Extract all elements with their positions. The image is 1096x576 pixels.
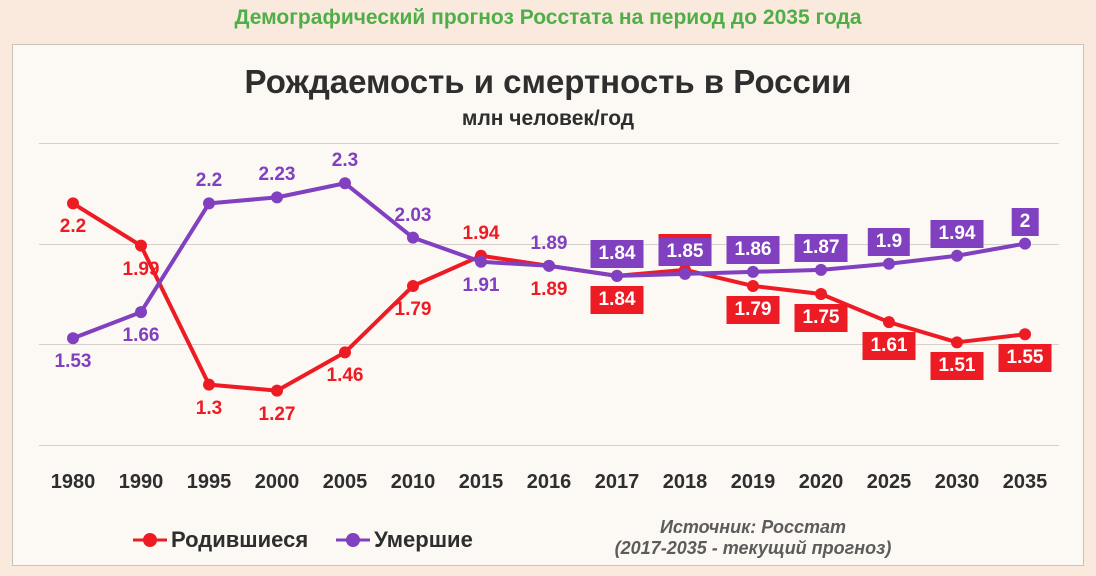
xaxis-label: 2035 <box>1003 471 1048 494</box>
series-marker-births <box>407 280 419 292</box>
data-label-births: 2.2 <box>56 215 90 239</box>
legend-label-deaths: Умершие <box>374 527 473 553</box>
chart-panel: Рождаемость и смертность в России млн че… <box>12 44 1084 566</box>
data-label-births: 1.89 <box>527 278 572 302</box>
data-label-deaths: 1.9 <box>868 228 910 256</box>
data-label-deaths: 2.23 <box>255 163 300 187</box>
data-label-births: 1.55 <box>999 344 1052 372</box>
xaxis-label: 2015 <box>459 471 504 494</box>
legend: Родившиеся Умершие <box>133 527 473 553</box>
xaxis-label: 2005 <box>323 471 368 494</box>
page-root: Демографический прогноз Росстата на пери… <box>0 0 1096 576</box>
legend-swatch-deaths <box>336 532 370 548</box>
data-label-deaths: 1.94 <box>931 220 984 248</box>
legend-swatch-births <box>133 532 167 548</box>
series-marker-births <box>1019 328 1031 340</box>
footnote-line2: (2017-2035 - текущий прогноз) <box>533 538 973 559</box>
plot-area: 2.2 1.99 1.3 1.27 1.46 1.79 1.94 1.89 1.84 1.87 1.… <box>39 143 1059 445</box>
data-label-deaths: 2 <box>1012 208 1039 236</box>
series-marker-deaths <box>203 197 215 209</box>
data-label-deaths: 1.53 <box>51 350 96 374</box>
xaxis-label: 1995 <box>187 471 232 494</box>
data-label-births: 1.75 <box>795 304 848 332</box>
series-marker-deaths <box>543 260 555 272</box>
gridline <box>39 445 1059 446</box>
data-label-births: 1.99 <box>119 258 164 282</box>
data-label-deaths: 2.3 <box>328 149 362 173</box>
series-marker-births <box>951 336 963 348</box>
xaxis-label: 2000 <box>255 471 300 494</box>
data-label-births: 1.84 <box>591 286 644 314</box>
data-label-deaths: 1.86 <box>727 236 780 264</box>
xaxis-label: 2017 <box>595 471 640 494</box>
data-label-deaths: 1.85 <box>659 238 712 266</box>
series-marker-deaths <box>611 270 623 282</box>
data-label-births: 1.79 <box>727 296 780 324</box>
series-marker-births <box>747 280 759 292</box>
series-marker-births <box>203 379 215 391</box>
data-label-births: 1.51 <box>931 352 984 380</box>
series-marker-deaths <box>475 256 487 268</box>
series-marker-births <box>67 197 79 209</box>
series-marker-deaths <box>1019 238 1031 250</box>
series-marker-deaths <box>407 232 419 244</box>
xaxis-label: 2016 <box>527 471 572 494</box>
series-marker-births <box>815 288 827 300</box>
chart-title: Рождаемость и смертность в России <box>13 63 1083 101</box>
series-marker-deaths <box>339 177 351 189</box>
series-marker-deaths <box>679 268 691 280</box>
xaxis-label: 2025 <box>867 471 912 494</box>
chart-subtitle: млн человек/год <box>13 107 1083 131</box>
data-label-births: 1.94 <box>459 222 504 246</box>
xaxis-label: 2010 <box>391 471 436 494</box>
data-label-deaths: 1.91 <box>459 274 504 298</box>
data-label-deaths: 1.84 <box>591 240 644 268</box>
data-label-births: 1.61 <box>863 332 916 360</box>
series-marker-deaths <box>67 332 79 344</box>
series-marker-births <box>339 346 351 358</box>
xaxis-label: 2020 <box>799 471 844 494</box>
xaxis-label: 2030 <box>935 471 980 494</box>
series-marker-deaths <box>883 258 895 270</box>
footnote-line1: Источник: Росстат <box>533 517 973 538</box>
data-label-births: 1.27 <box>255 403 300 427</box>
series-marker-deaths <box>951 250 963 262</box>
data-label-deaths: 1.89 <box>527 232 572 256</box>
legend-item-births: Родившиеся <box>133 527 308 553</box>
series-marker-deaths <box>271 191 283 203</box>
xaxis-label: 2019 <box>731 471 776 494</box>
data-label-births: 1.79 <box>391 298 436 322</box>
series-marker-births <box>271 385 283 397</box>
chart-footnote: Источник: Росстат (2017-2035 - текущий п… <box>533 517 973 559</box>
series-marker-deaths <box>747 266 759 278</box>
data-label-births: 1.46 <box>323 364 368 388</box>
xaxis-label: 1990 <box>119 471 164 494</box>
data-label-deaths: 1.87 <box>795 234 848 262</box>
data-label-births: 1.3 <box>192 397 226 421</box>
series-marker-deaths <box>815 264 827 276</box>
series-marker-births <box>883 316 895 328</box>
legend-label-births: Родившиеся <box>171 527 308 553</box>
xaxis-label: 2018 <box>663 471 708 494</box>
data-label-deaths: 2.03 <box>391 204 436 228</box>
xaxis-label: 1980 <box>51 471 96 494</box>
series-marker-deaths <box>135 306 147 318</box>
series-marker-births <box>135 240 147 252</box>
legend-item-deaths: Умершие <box>336 527 473 553</box>
data-label-deaths: 2.2 <box>192 169 226 193</box>
data-label-deaths: 1.66 <box>119 324 164 348</box>
page-supertitle: Демографический прогноз Росстата на пери… <box>0 6 1096 30</box>
